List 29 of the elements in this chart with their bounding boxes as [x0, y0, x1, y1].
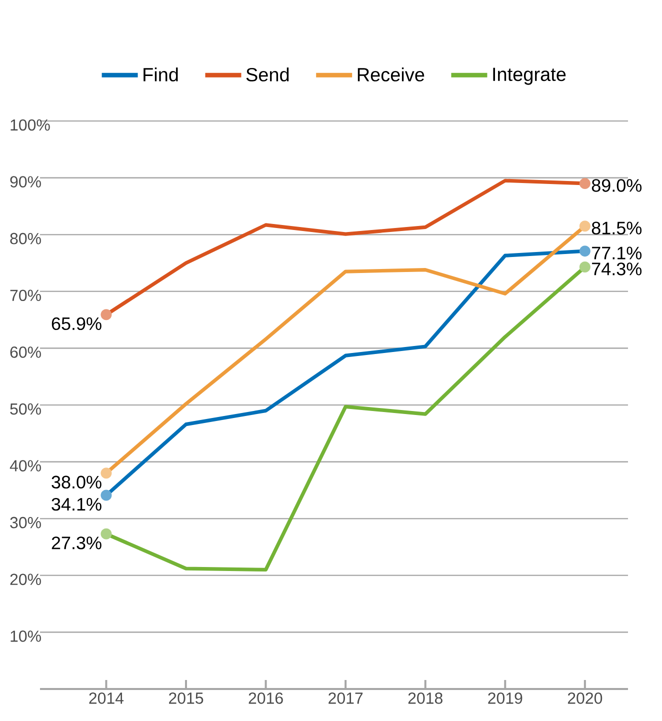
legend-label: Find [144, 67, 178, 82]
x-tick-label: 2019 [488, 692, 522, 704]
data-label: 74.3% [592, 262, 642, 276]
y-tick-label: 70% [10, 290, 41, 302]
y-tick-label: 100% [10, 119, 50, 131]
data-label: 77.1% [592, 246, 642, 260]
y-tick-label: 40% [10, 460, 41, 472]
y-tick-label: 50% [10, 403, 41, 415]
data-label: 34.1% [52, 498, 102, 511]
x-tick-label: 2016 [248, 692, 283, 704]
x-tick-label: 2015 [169, 692, 204, 704]
x-tick-label: 2018 [408, 692, 442, 704]
data-label: 38.0% [52, 476, 102, 489]
x-tick-label: 2020 [568, 692, 602, 704]
y-tick-label: 90% [10, 176, 41, 188]
data-label: 81.5% [592, 222, 642, 234]
y-tick-label: 60% [10, 346, 41, 358]
data-label: 89.0% [592, 179, 642, 192]
data-label: 65.9% [52, 317, 102, 330]
legend-label: Send [246, 67, 289, 82]
x-tick-label: 2017 [328, 692, 363, 704]
y-tick-label: 30% [10, 516, 41, 528]
y-tick-label: 20% [10, 574, 41, 586]
y-tick-label: 10% [10, 630, 41, 642]
x-tick-label: 2014 [89, 692, 124, 704]
data-label: 27.3% [52, 536, 102, 550]
y-tick-label: 80% [10, 232, 41, 244]
legend-label: Integrate [493, 68, 566, 85]
legend-label: Receive [358, 67, 424, 82]
